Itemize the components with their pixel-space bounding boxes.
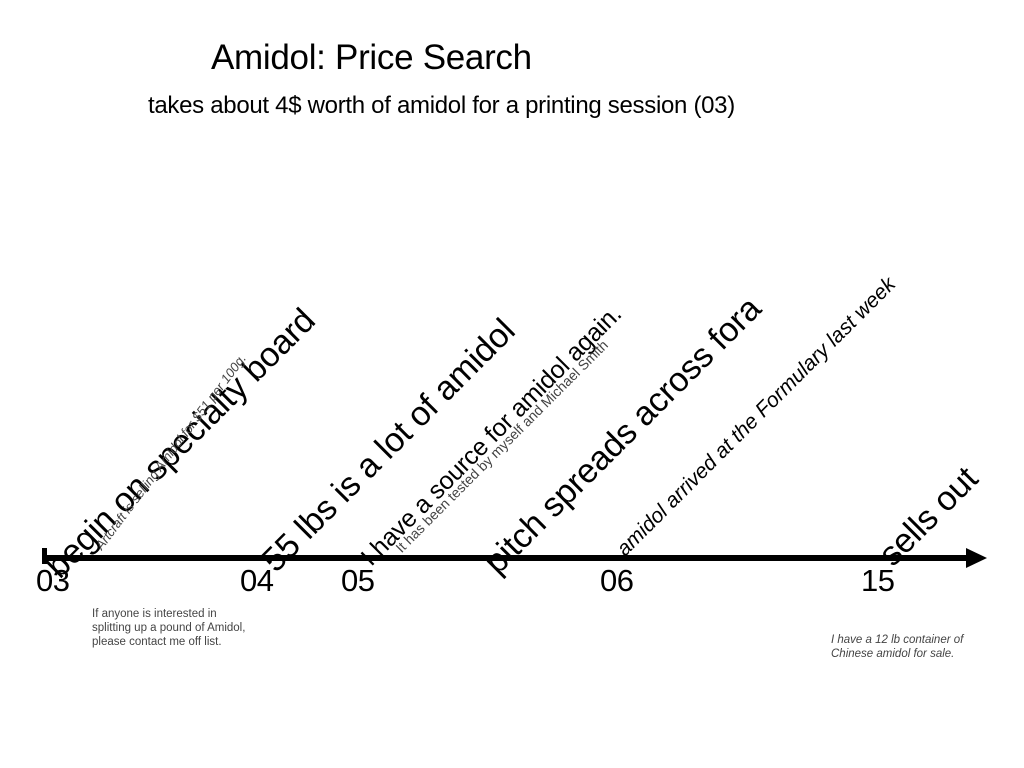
tick-label-03: 03 [36, 563, 70, 598]
note-line: splitting up a pound of Amidol, [92, 621, 246, 634]
tick-label-04: 04 [240, 563, 274, 598]
tick-label-05: 05 [341, 563, 375, 598]
timeline-axis [42, 555, 970, 561]
note-line: please contact me off list. [92, 635, 222, 648]
page-title: Amidol: Price Search [211, 38, 532, 77]
note-chinese-amidol: I have a 12 lb container of Chinese amid… [831, 634, 963, 662]
tick-label-15: 15 [861, 563, 895, 598]
note-line: I have a 12 lb container of [831, 634, 964, 646]
note-line: Chinese amidol for sale. [831, 647, 955, 660]
event-artcraft-price: Artcraft is selling Amidol for $51 per 1… [92, 351, 250, 553]
arrow-right-icon [966, 548, 987, 568]
page-subtitle: takes about 4$ worth of amidol for a pri… [148, 92, 735, 119]
tick-label-06: 06 [600, 563, 634, 598]
note-split-pound: If anyone is interested in splitting up … [92, 608, 245, 649]
note-line: If anyone is interested in [92, 608, 217, 620]
event-tested-by: It has been tested by myself and Michael… [392, 336, 612, 556]
